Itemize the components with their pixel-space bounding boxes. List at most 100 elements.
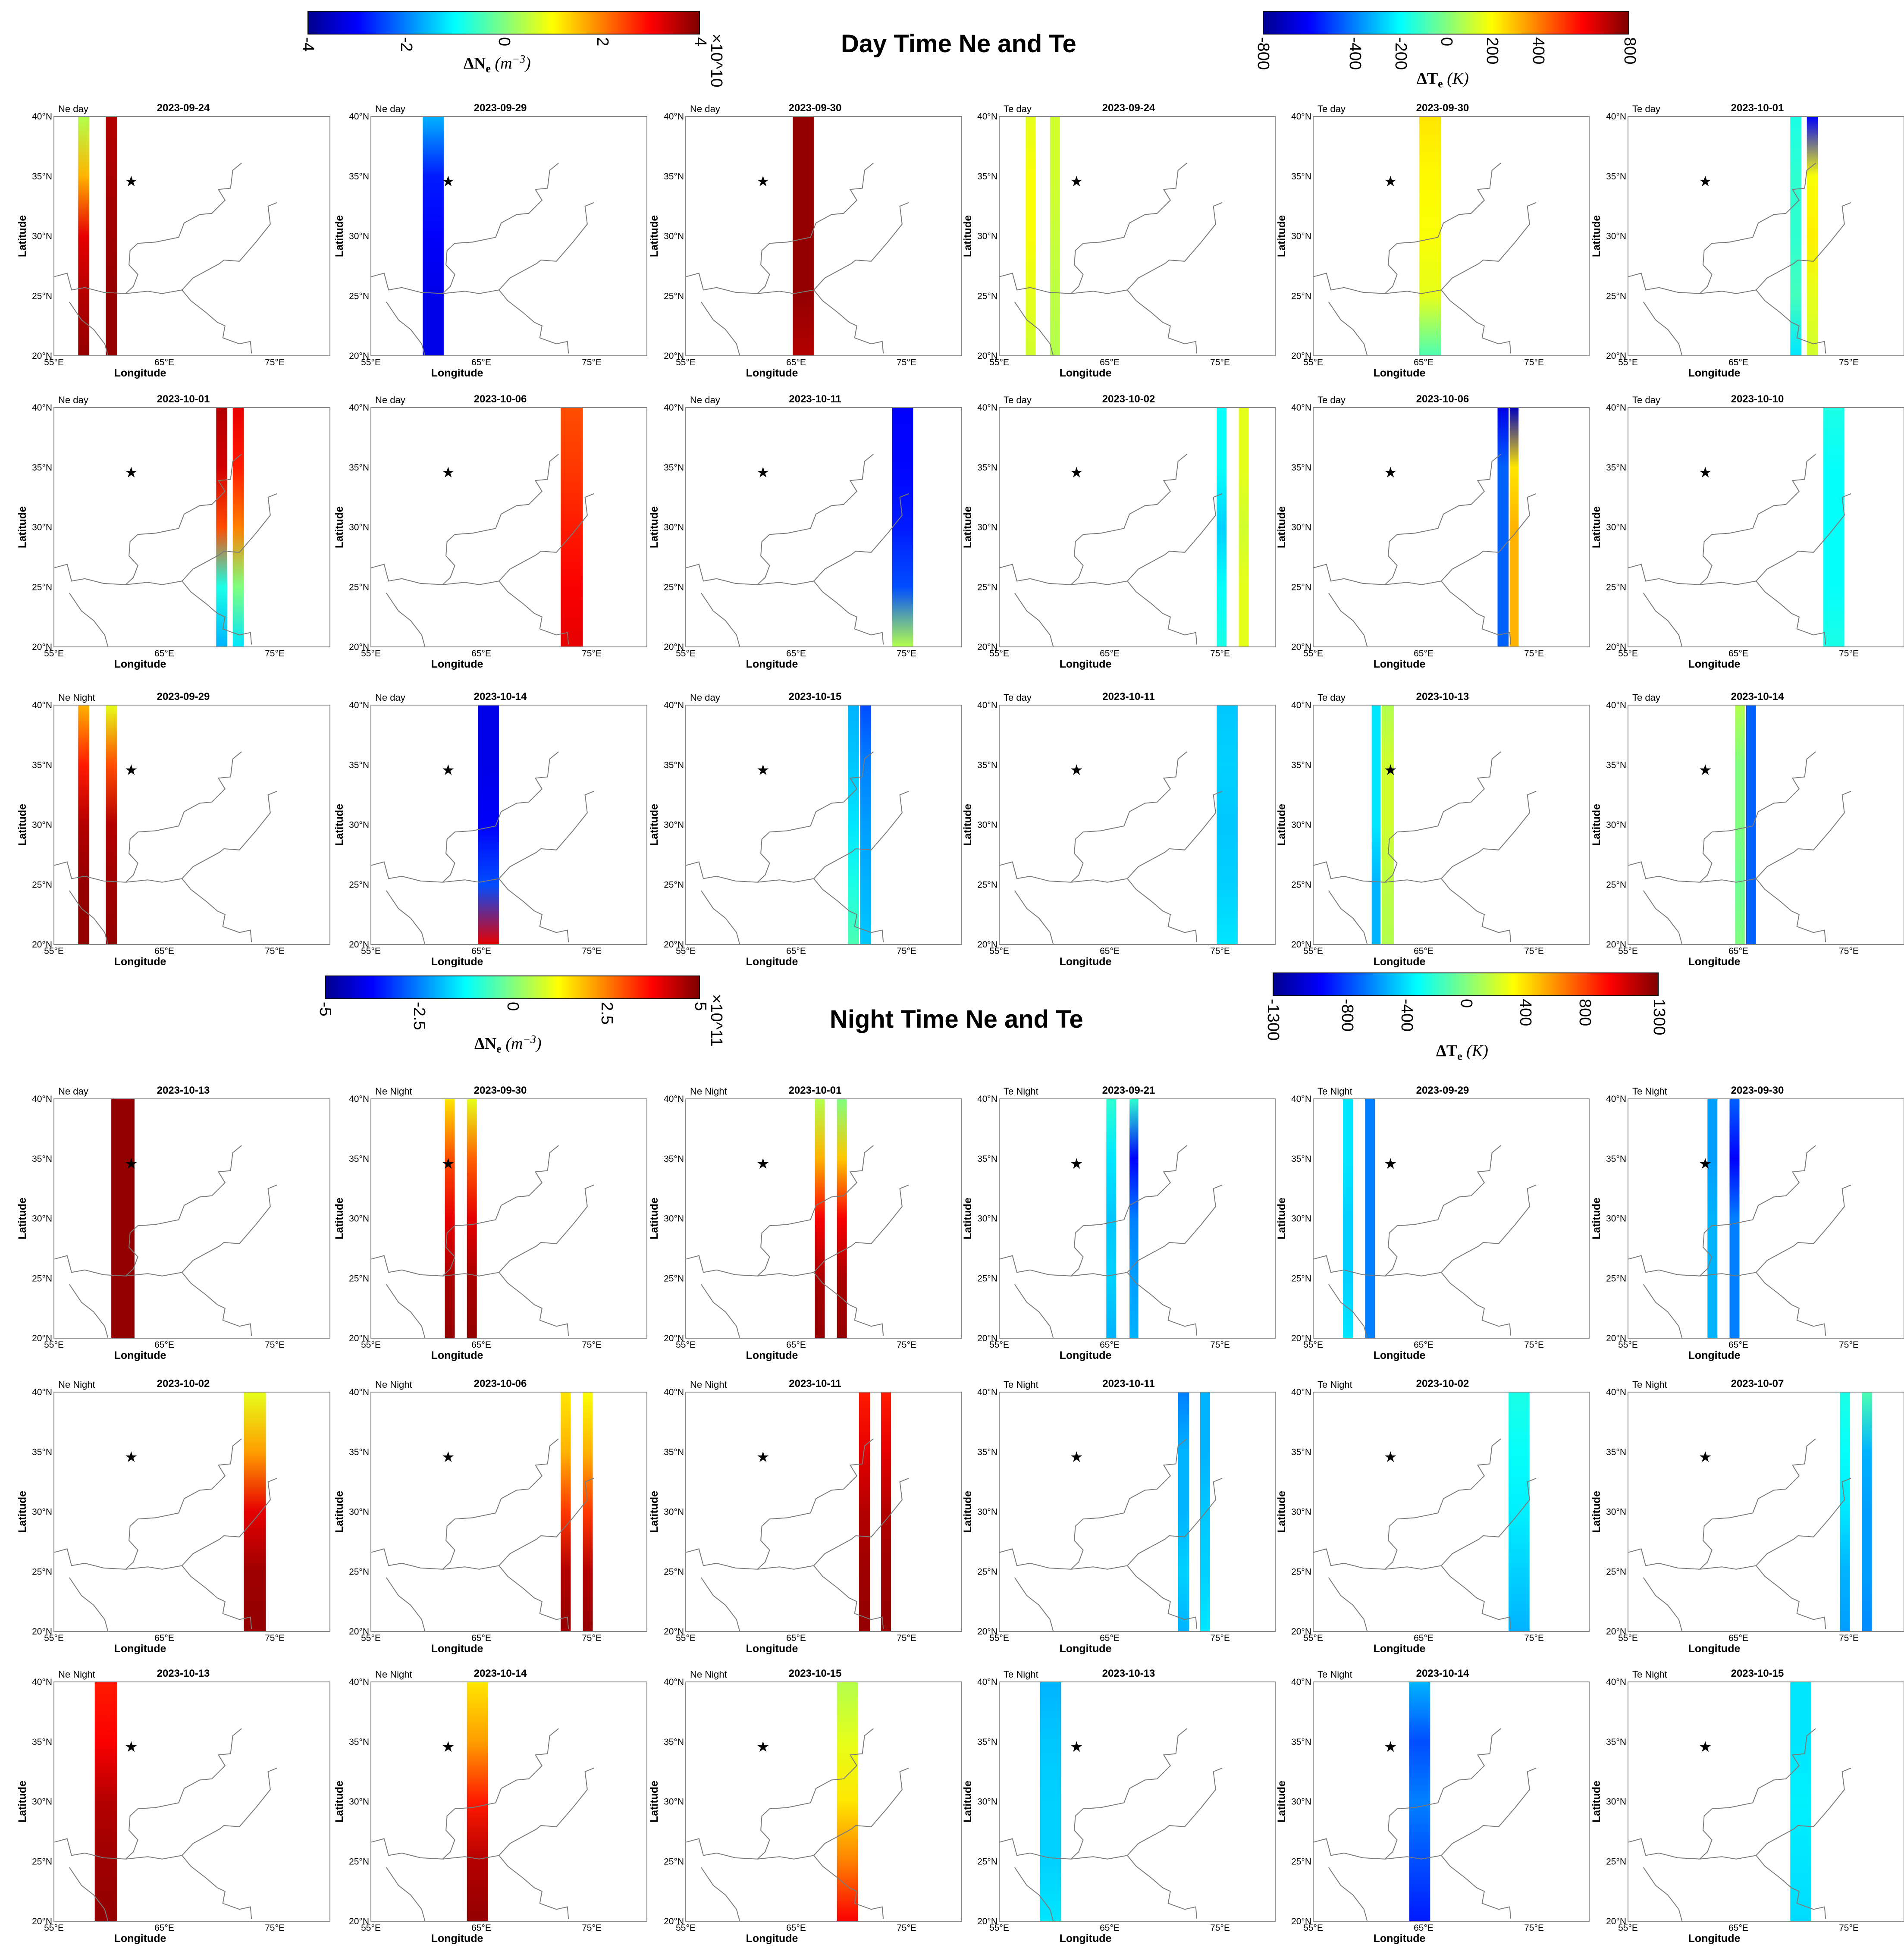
panel-tag: Ne day <box>690 395 720 405</box>
y-tick-label: 40°N <box>349 1677 369 1687</box>
y-axis-label: Latitude <box>962 506 974 548</box>
map-outline <box>1127 1767 1223 1856</box>
x-tick-label: 65°E <box>1100 1633 1120 1643</box>
panel-date-title: 2023-10-15 <box>1731 1668 1784 1679</box>
x-tick-label: 55°E <box>989 649 1009 659</box>
y-tick-label: 40°N <box>977 700 997 710</box>
map-outline <box>69 301 109 356</box>
y-tick-label: 40°N <box>977 1677 997 1687</box>
data-strip <box>467 1099 477 1338</box>
y-tick-label: 20°N <box>32 1333 52 1343</box>
x-tick-label: 75°E <box>1524 358 1544 367</box>
x-tick-label: 55°E <box>1303 1633 1323 1643</box>
map-outline <box>813 790 909 879</box>
colorbar-tick-label: 0 <box>495 37 513 47</box>
x-axis-label: Longitude <box>1060 658 1112 670</box>
map-outline <box>182 790 277 879</box>
colorbar-tick-label: 0 <box>1457 999 1475 1008</box>
y-tick-label: 25°N <box>1606 1274 1626 1283</box>
panel-tag: Ne day <box>58 395 88 405</box>
x-tick-label: 75°E <box>1524 946 1544 956</box>
panel-tag: Ne day <box>58 1086 88 1097</box>
y-tick-label: 40°N <box>977 1387 997 1397</box>
y-axis-label: Latitude <box>1590 215 1603 257</box>
x-tick-label: 75°E <box>265 946 285 956</box>
y-tick-label: 30°N <box>1291 232 1311 242</box>
panel-date-title: 2023-10-01 <box>789 1085 842 1096</box>
y-tick-label: 40°N <box>349 112 369 122</box>
y-tick-label: 20°N <box>977 1917 997 1926</box>
x-tick-label: 75°E <box>582 1633 602 1643</box>
panel-date-title: 2023-10-11 <box>1102 1378 1154 1390</box>
x-tick-label: 65°E <box>786 358 806 367</box>
x-tick-label: 65°E <box>786 1340 806 1350</box>
map-outline <box>53 273 252 354</box>
panel-date-title: 2023-10-13 <box>1102 1668 1155 1679</box>
y-tick-label: 25°N <box>664 582 684 592</box>
y-tick-label: 20°N <box>32 1917 52 1926</box>
axes-box <box>1313 1392 1590 1632</box>
map-outline <box>1313 861 1512 942</box>
y-axis-label: Latitude <box>1276 215 1288 257</box>
y-tick-label: 40°N <box>32 1094 52 1104</box>
axes-box <box>1313 407 1590 647</box>
y-tick-label: 35°N <box>349 463 369 473</box>
x-tick-label: 55°E <box>989 1633 1009 1643</box>
x-axis-label: Longitude <box>1060 1349 1112 1361</box>
epicenter-star-icon: ★ <box>1070 1449 1083 1465</box>
axes-box <box>685 1098 962 1339</box>
panel-svg: ★ 55°E 65°E 75°E 20°N 25°N 30°N 35°N 40°N Longitu… <box>333 691 647 968</box>
map-outline <box>1643 890 1683 945</box>
panel-svg: ★ 55°E 65°E 75°E 20°N 25°N 30°N 35°N 40°N Longitu… <box>1276 1085 1590 1361</box>
y-tick-label: 25°N <box>664 1857 684 1866</box>
map-outline <box>1014 1867 1054 1922</box>
x-tick-label: 55°E <box>361 946 381 956</box>
panel-svg: ★ 55°E 65°E 75°E 20°N 25°N 30°N 35°N 40°N Longitu… <box>1590 1378 1904 1655</box>
data-strip <box>232 408 244 647</box>
y-tick-label: 35°N <box>977 1447 997 1457</box>
map-outline <box>1070 1438 1187 1570</box>
panel-svg: ★ 55°E 65°E 75°E 20°N 25°N 30°N 35°N 40°N Longitu… <box>1276 1378 1590 1655</box>
epicenter-star-icon: ★ <box>125 173 138 190</box>
panel-tag: Te Night <box>1004 1379 1038 1390</box>
data-strip <box>1707 1099 1718 1338</box>
y-tick-label: 35°N <box>664 1154 684 1164</box>
panel-svg: ★ 55°E 65°E 75°E 20°N 25°N 30°N 35°N 40°N Longitu… <box>333 1085 647 1361</box>
map-outline <box>1756 202 1851 291</box>
panel-date-title: 2023-10-02 <box>1416 1378 1469 1390</box>
y-axis-label: Latitude <box>1590 506 1603 548</box>
data-strip <box>106 116 117 356</box>
panel-tag: Te Night <box>1317 1379 1352 1390</box>
map-panel: ★ 55°E 65°E 75°E 20°N 25°N 30°N 35°N 40°N Longitu… <box>1590 1082 1904 1361</box>
x-tick-label: 75°E <box>265 1340 285 1350</box>
data-strip <box>1419 116 1441 356</box>
night-te-colorbar-label: ΔTe (K) <box>1436 1042 1488 1063</box>
map-outline <box>685 564 884 645</box>
colorbar-tick-label: 2 <box>593 37 612 47</box>
y-tick-label: 20°N <box>664 1627 684 1637</box>
map-outline <box>1014 1577 1054 1632</box>
data-strip <box>244 1392 266 1631</box>
map-panel: ★ 55°E 65°E 75°E 20°N 25°N 30°N 35°N 40°N Longitu… <box>333 689 649 968</box>
colorbar-tick-label: 0 <box>1437 37 1455 47</box>
map-outline <box>757 1438 874 1570</box>
y-axis-label: Latitude <box>648 1781 660 1823</box>
y-tick-label: 35°N <box>1606 1737 1626 1747</box>
panel-tag: Te day <box>1632 692 1660 703</box>
data-strip <box>561 408 583 647</box>
panel-tag: Te day <box>1004 104 1032 114</box>
x-tick-label: 75°E <box>1210 1340 1230 1350</box>
epicenter-star-icon: ★ <box>756 173 769 190</box>
y-axis-label: Latitude <box>648 804 660 846</box>
data-strip <box>1509 408 1519 647</box>
y-tick-label: 40°N <box>32 700 52 710</box>
map-outline <box>1643 301 1683 356</box>
map-outline <box>685 861 884 942</box>
y-axis-label: Latitude <box>16 1781 28 1823</box>
panel-svg: ★ 55°E 65°E 75°E 20°N 25°N 30°N 35°N 40°N Longitu… <box>333 1378 647 1655</box>
x-tick-label: 55°E <box>361 358 381 367</box>
data-strip <box>1129 1099 1139 1338</box>
y-tick-label: 30°N <box>1606 232 1626 242</box>
y-tick-label: 30°N <box>664 820 684 830</box>
epicenter-star-icon: ★ <box>1384 173 1397 190</box>
